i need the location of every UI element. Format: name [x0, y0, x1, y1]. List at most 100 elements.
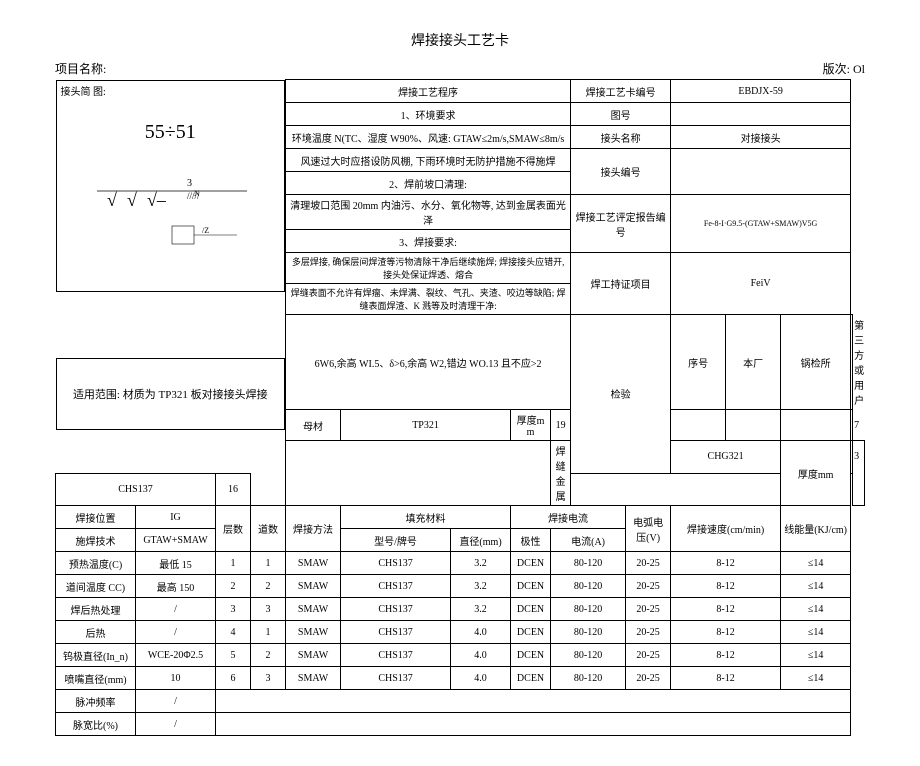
pqr-label: 焊接工艺评定报告编号 — [571, 195, 671, 253]
wire-label: 焊缝金属 — [551, 441, 571, 506]
svg-text:√: √ — [107, 190, 117, 210]
filler-label: 填充材料 — [341, 506, 511, 529]
method-label: 焊接方法 — [286, 506, 341, 552]
cell-model: CHS137 — [341, 575, 451, 598]
cell-dia: 3.2 — [451, 598, 511, 621]
seq-label: 序号 — [671, 315, 726, 410]
item1: 1、环境要求 — [286, 103, 571, 126]
cell-layer: 5 — [216, 644, 251, 667]
req2: 焊缝表面不允许有焊瘤、未焊满、裂纹、气孔、夹渣、咬边等缺陷; 焊缝表面焊渣、K … — [286, 284, 571, 315]
cell-volt: 20-25 — [626, 598, 671, 621]
cell-speed: 8-12 — [671, 667, 781, 690]
svg-text:√: √ — [127, 190, 137, 210]
cell-pol: DCEN — [511, 598, 551, 621]
cell-heat: ≤14 — [781, 644, 851, 667]
svg-text:√–: √– — [147, 190, 167, 210]
cell-speed: 8-12 — [671, 598, 781, 621]
cert: FeiV — [671, 253, 851, 315]
voltage-label: 电弧电压(V) — [626, 506, 671, 552]
polarity-label: 极性 — [511, 529, 551, 552]
tech-label: 施焊技术 — [56, 529, 136, 552]
layers-label: 层数 — [216, 506, 251, 552]
cell-pol: DCEN — [511, 575, 551, 598]
side-val: / — [136, 598, 216, 621]
side-label: 后热 — [56, 621, 136, 644]
item2: 2、焊前坡口清理: — [286, 172, 571, 195]
revision: 版次: Ol — [823, 60, 865, 77]
side-val: WCE-20Φ2.5 — [136, 644, 216, 667]
third-val: 7 — [851, 410, 853, 441]
sketch-area: 接头简 图: 55÷51 √ √ √– 3 ///// /Z N — [56, 80, 286, 292]
heat-label: 线能量(KJ/cm) — [781, 506, 851, 552]
cell-volt: 20-25 — [626, 552, 671, 575]
drawing-no — [671, 103, 851, 126]
cell-speed: 8-12 — [671, 552, 781, 575]
wind: 风速过大时应搭设防风棚, 下雨环境时无防护措施不得施焊 — [286, 149, 571, 172]
pos-label: 焊接位置 — [56, 506, 136, 529]
thick-label: 厚度mm — [511, 410, 551, 441]
cell-dia: 4.0 — [451, 621, 511, 644]
cell-method: SMAW — [286, 575, 341, 598]
third-label: 第三方或用户 — [851, 315, 853, 410]
proc-heading: 焊接工艺程序 — [286, 80, 571, 103]
card-no-label: 焊接工艺卡编号 — [571, 80, 671, 103]
cert-label: 焊工持证项目 — [571, 253, 671, 315]
cell-model: CHS137 — [341, 621, 451, 644]
base-label: 母材 — [286, 410, 341, 441]
sketch-label: 接头简 图: — [61, 83, 106, 98]
dia-label: 直径(mm) — [451, 529, 511, 552]
base-val: TP321 — [341, 410, 511, 441]
wire-thick-label: 厚度mm — [781, 441, 851, 506]
joint-name: 对接接头 — [671, 126, 851, 149]
cell-method: SMAW — [286, 598, 341, 621]
cell-method: SMAW — [286, 621, 341, 644]
svg-text:/Z: /Z — [202, 226, 209, 235]
doc-title: 焊接接头工艺卡 — [55, 30, 865, 50]
cell-dia: 4.0 — [451, 667, 511, 690]
cell-pass: 3 — [251, 667, 286, 690]
cell-model: CHS137 — [341, 598, 451, 621]
cell-cur: 80-120 — [551, 621, 626, 644]
empty-row — [216, 690, 851, 713]
side-label: 钨极直径(In_n) — [56, 644, 136, 667]
joint-name-label: 接头名称 — [571, 126, 671, 149]
thick-val: 19 — [551, 410, 571, 441]
factory-val — [726, 410, 781, 441]
cell-cur: 80-120 — [551, 598, 626, 621]
cell-heat: ≤14 — [781, 621, 851, 644]
current-label: 焊接电流 — [511, 506, 626, 529]
passes-label: 道数 — [251, 506, 286, 552]
sketch-svg: √ √ √– 3 ///// /Z N — [97, 171, 247, 261]
cell-pass: 3 — [251, 598, 286, 621]
item3: 3、焊接要求: — [286, 230, 571, 253]
cell-dia: 3.2 — [451, 575, 511, 598]
joint-code — [671, 149, 851, 195]
cell-pol: DCEN — [511, 667, 551, 690]
cell-volt: 20-25 — [626, 621, 671, 644]
clean1: 清理坡口范围 20mm 内油污、水分、氧化物等, 达到金属表面光泽 — [286, 195, 571, 230]
side-label: 喷嘴直径(mm) — [56, 667, 136, 690]
speed-label: 焊接速度(cm/min) — [671, 506, 781, 552]
cell-speed: 8-12 — [671, 575, 781, 598]
side-val: / — [136, 713, 216, 736]
cell-cur: 80-120 — [551, 575, 626, 598]
current-a-label: 电流(A) — [551, 529, 626, 552]
boiler-label: 锅检所 — [781, 315, 851, 410]
cell-pol: DCEN — [511, 644, 551, 667]
side-val: / — [136, 690, 216, 713]
cell-dia: 3.2 — [451, 552, 511, 575]
wire-val1: CHG321 — [671, 441, 781, 474]
cell-layer: 1 — [216, 552, 251, 575]
cell-model: CHS137 — [341, 552, 451, 575]
wire-thick2: 16 — [216, 473, 251, 506]
cell-heat: ≤14 — [781, 575, 851, 598]
cell-method: SMAW — [286, 552, 341, 575]
factory-label: 本厂 — [726, 315, 781, 410]
side-val: 10 — [136, 667, 216, 690]
cell-speed: 8-12 — [671, 621, 781, 644]
cell-pass: 2 — [251, 575, 286, 598]
header-row: 项目名称: 版次: Ol — [55, 60, 865, 77]
cell-pass: 1 — [251, 552, 286, 575]
cell-layer: 3 — [216, 598, 251, 621]
side-label: 脉冲频率 — [56, 690, 136, 713]
